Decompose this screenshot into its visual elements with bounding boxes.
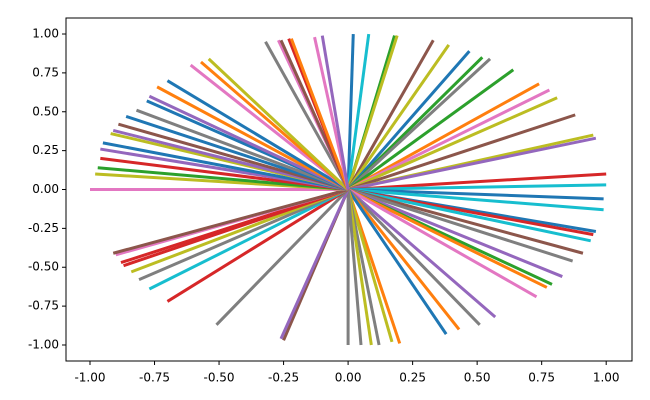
line [347,113,576,191]
line [347,188,574,263]
line [135,108,349,191]
x-tick-label: -0.25 [268,371,299,385]
x-tick-label: 1.00 [593,371,620,385]
y-tick-label: -0.75 [28,299,59,313]
line [97,166,349,191]
line [347,188,497,319]
line [279,188,350,340]
y-tick-label: 0.00 [32,182,59,196]
line [346,189,373,346]
line [102,141,349,191]
line [346,33,355,190]
line [346,50,471,191]
line [346,189,394,343]
line [117,122,349,191]
line [346,189,363,346]
line [347,88,551,191]
y-tick-label: 0.75 [32,65,59,79]
line [166,79,349,191]
line [348,183,607,191]
line [347,57,492,191]
x-tick-label: -0.50 [204,371,235,385]
line [289,38,350,191]
line [138,188,349,282]
y-tick-label: -0.50 [28,260,59,274]
line [148,94,349,191]
y-tick-label: 1.00 [32,27,59,41]
line [347,188,584,255]
line [189,63,350,191]
line [348,188,604,201]
line [347,82,540,191]
line [148,188,349,291]
line [347,188,592,243]
x-tick-label: 0.25 [399,371,426,385]
line [347,188,481,326]
x-tick-label: 0.00 [335,371,362,385]
line [346,33,371,190]
line [347,68,515,191]
line [112,188,349,255]
y-tick-label: 0.25 [32,143,59,157]
x-tick-label: -0.75 [139,371,170,385]
y-tick-label: 0.50 [32,104,59,118]
line [346,39,435,191]
line [347,188,563,278]
line [166,188,349,303]
line [347,188,548,289]
x-tick-label: 0.50 [464,371,491,385]
y-tick-label: -0.25 [28,221,59,235]
line [207,57,350,191]
line [156,85,349,191]
line [320,35,350,190]
line [264,41,350,191]
line [347,188,604,212]
line [348,172,607,191]
line [346,44,450,191]
line [346,35,399,190]
x-tick-label: 0.75 [528,371,555,385]
plot-area [90,33,607,346]
line [215,188,350,326]
line [346,188,448,335]
line [347,188,538,299]
x-tick-label: -1.00 [74,371,105,385]
line [347,136,597,191]
line [125,114,349,191]
line [100,156,349,191]
line [347,96,558,191]
y-tick-label: -1.00 [28,337,59,351]
line [346,188,461,331]
